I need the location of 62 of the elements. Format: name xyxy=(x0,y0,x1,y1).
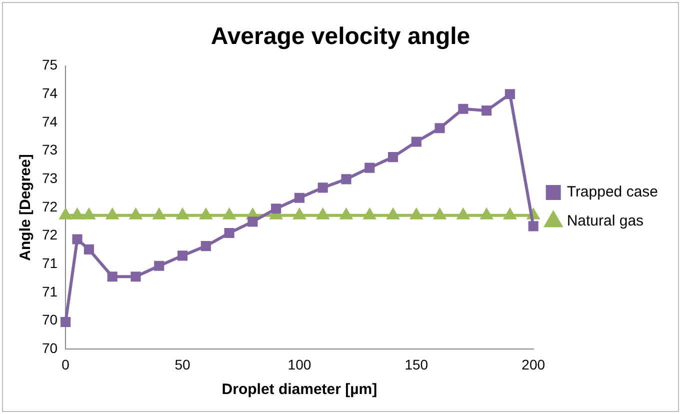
point xyxy=(130,272,141,282)
x-tick-label: 50 xyxy=(174,356,191,372)
point xyxy=(364,162,375,173)
point xyxy=(83,208,95,220)
point xyxy=(130,208,142,220)
y-tick-label: 70 xyxy=(42,340,58,356)
y-tick-label: 72 xyxy=(42,226,58,243)
point xyxy=(107,272,118,282)
point xyxy=(434,123,445,134)
point xyxy=(60,208,72,220)
y-tick-label: 70 xyxy=(42,312,58,328)
y-tick-label: 75 xyxy=(42,56,58,73)
y-tick-label: 72 xyxy=(42,198,58,214)
point xyxy=(458,104,468,114)
x-tick-label: 0 xyxy=(62,356,70,372)
x-tick-label: 200 xyxy=(522,356,546,372)
x-tick-label: 150 xyxy=(404,356,428,372)
point xyxy=(224,228,234,238)
point xyxy=(387,208,399,220)
point xyxy=(340,208,352,220)
point xyxy=(200,241,211,252)
point xyxy=(434,208,446,220)
point xyxy=(317,208,329,220)
point xyxy=(223,208,236,220)
point xyxy=(482,106,492,116)
point xyxy=(248,216,258,227)
legend-label: Natural gas xyxy=(566,212,644,230)
point xyxy=(504,89,515,100)
point xyxy=(271,204,282,214)
point xyxy=(504,208,516,220)
point xyxy=(457,208,469,220)
point xyxy=(154,260,164,271)
point xyxy=(364,208,376,220)
point xyxy=(84,244,94,254)
y-axis-title: Angle [Degree] xyxy=(17,154,34,261)
point xyxy=(388,152,398,162)
point xyxy=(176,208,188,220)
point xyxy=(72,234,82,244)
y-tick-label: 74 xyxy=(42,113,58,130)
point xyxy=(528,221,538,232)
point xyxy=(106,208,118,220)
y-tick-label: 71 xyxy=(42,255,58,272)
y-tick-label: 73 xyxy=(42,170,58,186)
point xyxy=(341,174,352,184)
point xyxy=(200,208,212,220)
point xyxy=(177,250,188,261)
chart-title: Average velocity angle xyxy=(210,23,470,50)
x-axis-title: Droplet diameter [µm] xyxy=(222,381,378,398)
legend-label: Trapped case xyxy=(566,184,658,201)
point xyxy=(480,208,492,220)
point xyxy=(294,208,306,220)
y-tick-label: 71 xyxy=(42,283,58,300)
point xyxy=(411,136,422,147)
point xyxy=(71,208,84,220)
y-tick-label: 73 xyxy=(42,142,58,158)
point xyxy=(318,182,328,193)
x-tick-label: 100 xyxy=(288,356,312,372)
point xyxy=(410,208,422,220)
point xyxy=(60,316,71,328)
y-tick-label: 74 xyxy=(42,85,58,101)
point xyxy=(294,192,304,203)
point xyxy=(153,208,165,220)
